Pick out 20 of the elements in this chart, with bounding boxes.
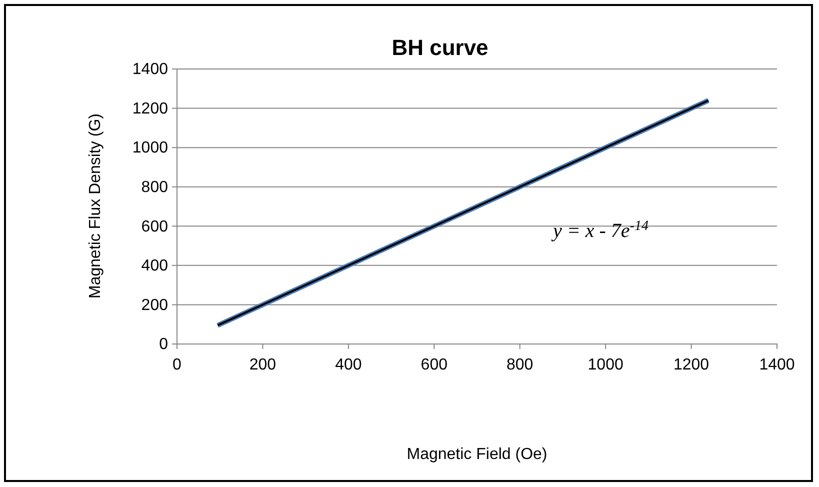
x-tick-label: 400 bbox=[335, 356, 362, 374]
y-tick-label: 400 bbox=[141, 258, 168, 275]
x-tick-label: 200 bbox=[249, 356, 276, 374]
x-tick-label: 800 bbox=[506, 356, 534, 374]
y-tick-label: 200 bbox=[141, 296, 168, 314]
x-tick-label: 1400 bbox=[759, 356, 795, 374]
y-tick-label: 0 bbox=[159, 336, 168, 354]
annotation: y = x - 7e$^{-14}$ bbox=[551, 218, 648, 242]
x-tick-label: 1000 bbox=[588, 356, 624, 374]
y-tick-label: 1000 bbox=[132, 140, 168, 157]
y-tick-label: 800 bbox=[141, 178, 168, 196]
chart-title: BH curve bbox=[392, 35, 488, 60]
x-axis-title: Magnetic Field (Oe) bbox=[406, 446, 548, 463]
y-axis-title: Magnetic Flux Density (G) bbox=[87, 114, 104, 298]
x-tick-label: 1200 bbox=[673, 356, 710, 374]
y-tick-label: 600 bbox=[141, 218, 168, 236]
y-tick-label: 1400 bbox=[132, 61, 168, 78]
x-tick-label: 0 bbox=[172, 356, 182, 374]
y-tick-label: 1200 bbox=[132, 100, 168, 118]
x-tick-label: 600 bbox=[420, 356, 448, 374]
